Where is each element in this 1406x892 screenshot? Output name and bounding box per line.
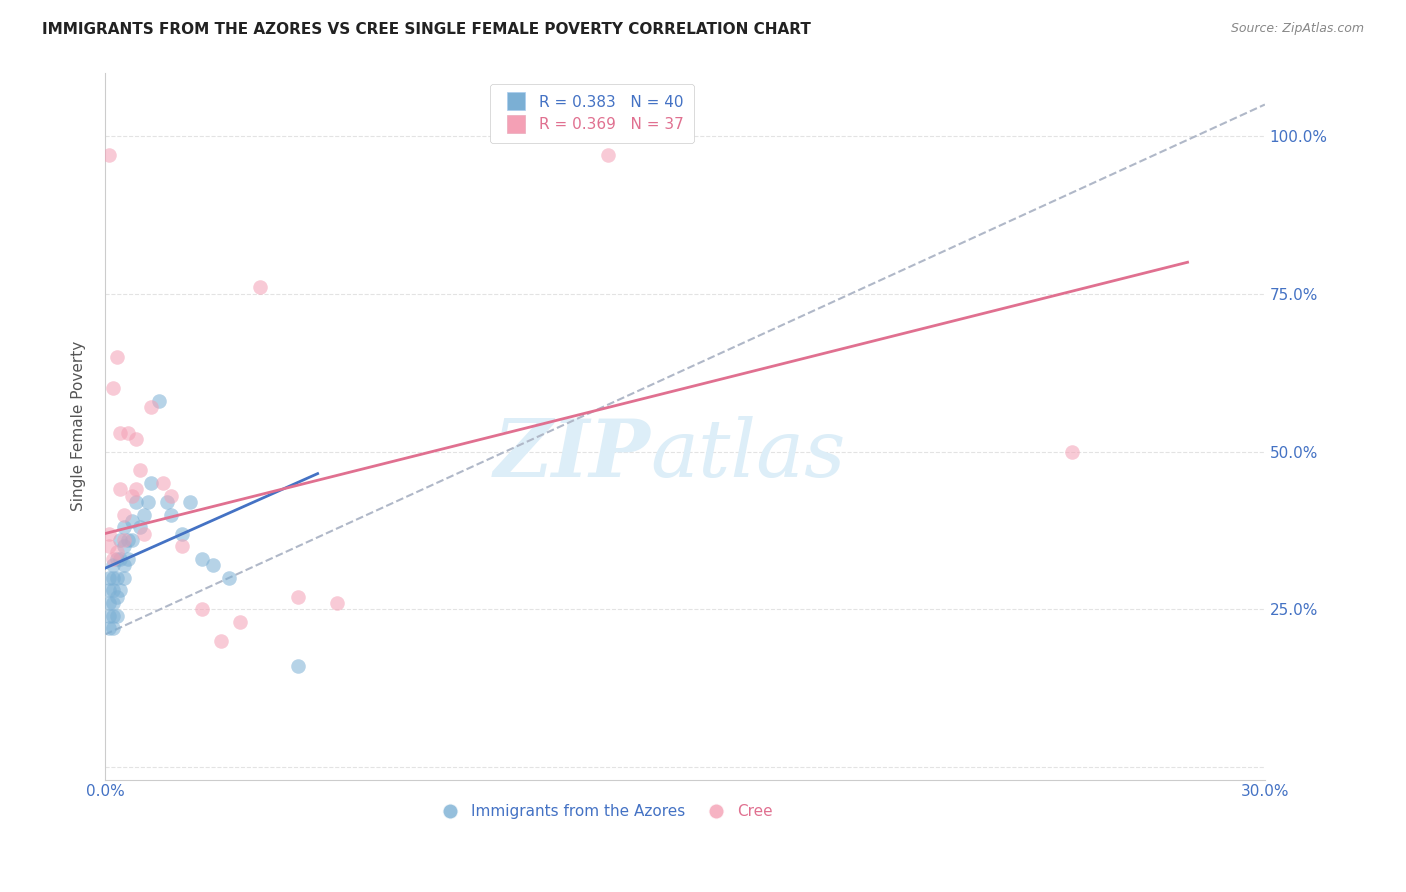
Point: [101, 608, 124, 623]
Point: [172, 539, 194, 553]
Point: [128, 520, 150, 534]
Point: [179, 495, 201, 509]
Point: [287, 590, 309, 604]
Point: [117, 551, 139, 566]
Point: [110, 483, 132, 497]
Point: [159, 489, 181, 503]
Point: [97, 539, 120, 553]
Point: [101, 551, 124, 566]
Point: [287, 659, 309, 673]
Point: [125, 432, 148, 446]
Point: [249, 280, 271, 294]
Text: IMMIGRANTS FROM THE AZORES VS CREE SINGLE FEMALE POVERTY CORRELATION CHART: IMMIGRANTS FROM THE AZORES VS CREE SINGL…: [42, 22, 811, 37]
Point: [112, 539, 135, 553]
Point: [117, 425, 139, 440]
Point: [101, 621, 124, 635]
Point: [101, 558, 124, 573]
Point: [101, 596, 124, 610]
Point: [121, 514, 143, 528]
Point: [172, 526, 194, 541]
Point: [112, 571, 135, 585]
Legend: Immigrants from the Azores, Cree: Immigrants from the Azores, Cree: [429, 797, 779, 825]
Point: [190, 551, 212, 566]
Point: [101, 381, 124, 395]
Point: [209, 633, 232, 648]
Point: [152, 476, 174, 491]
Point: [202, 558, 225, 573]
Point: [97, 571, 120, 585]
Point: [105, 590, 128, 604]
Point: [141, 476, 163, 491]
Point: [117, 533, 139, 547]
Point: [105, 551, 128, 566]
Point: [110, 551, 132, 566]
Point: [128, 463, 150, 477]
Point: [326, 596, 349, 610]
Point: [125, 483, 148, 497]
Point: [110, 583, 132, 598]
Point: [110, 533, 132, 547]
Point: [190, 602, 212, 616]
Point: [105, 545, 128, 559]
Point: [156, 495, 179, 509]
Point: [105, 608, 128, 623]
Text: Source: ZipAtlas.com: Source: ZipAtlas.com: [1230, 22, 1364, 36]
Point: [97, 596, 120, 610]
Point: [112, 533, 135, 547]
Point: [101, 583, 124, 598]
Point: [136, 495, 159, 509]
Point: [97, 526, 120, 541]
Point: [132, 526, 155, 541]
Point: [101, 571, 124, 585]
Point: [112, 558, 135, 573]
Point: [148, 394, 170, 409]
Y-axis label: Single Female Poverty: Single Female Poverty: [72, 341, 86, 511]
Point: [97, 583, 120, 598]
Point: [141, 401, 163, 415]
Point: [97, 621, 120, 635]
Point: [596, 148, 619, 162]
Point: [105, 350, 128, 364]
Text: ZIP: ZIP: [494, 416, 650, 493]
Point: [112, 508, 135, 522]
Point: [125, 495, 148, 509]
Point: [105, 571, 128, 585]
Text: atlas: atlas: [650, 416, 845, 493]
Point: [229, 615, 252, 629]
Point: [112, 520, 135, 534]
Point: [97, 608, 120, 623]
Point: [1060, 444, 1083, 458]
Point: [132, 508, 155, 522]
Point: [97, 148, 120, 162]
Point: [218, 571, 240, 585]
Point: [121, 533, 143, 547]
Point: [121, 489, 143, 503]
Point: [110, 425, 132, 440]
Point: [159, 508, 181, 522]
